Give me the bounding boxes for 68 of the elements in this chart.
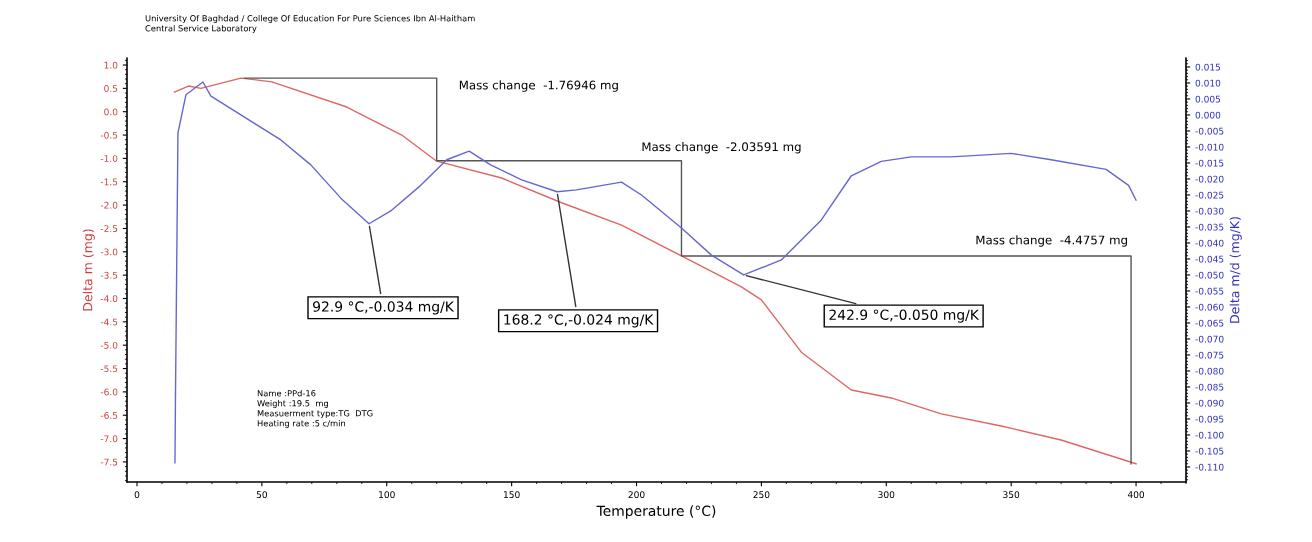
y2-tick-label: -0.045 bbox=[1195, 255, 1224, 263]
y2-tick-label: -0.080 bbox=[1195, 367, 1224, 375]
y-tick-label: 0.0 bbox=[104, 108, 118, 116]
y2-tick-label: -0.065 bbox=[1195, 319, 1224, 327]
annotation: Heating rate :5 c/min bbox=[257, 419, 346, 429]
chart-subtitle: Central Service Laboratory bbox=[145, 24, 257, 34]
y2-tick-label: 0.005 bbox=[1195, 95, 1221, 103]
x-tick-label: 200 bbox=[628, 491, 645, 499]
y2-tick-label: -0.015 bbox=[1195, 159, 1224, 167]
y-tick-label: -6.0 bbox=[100, 388, 118, 396]
annotation: Measuerment type:TG DTG bbox=[257, 410, 373, 419]
y2-tick-label: -0.020 bbox=[1195, 175, 1224, 183]
y2-tick-label: -0.055 bbox=[1195, 287, 1224, 295]
x-tick-label: 350 bbox=[1003, 491, 1020, 499]
y2-tick-label: 0.000 bbox=[1195, 111, 1221, 119]
y2-axis-title: Delta m/d (mg/K) bbox=[1229, 217, 1242, 323]
y2-tick-label: -0.085 bbox=[1195, 383, 1224, 391]
x-axis-title: Temperature (°C) bbox=[596, 505, 716, 519]
y-tick-label: -4.0 bbox=[100, 295, 118, 303]
data-label: 92.9 °C,-0.034 mg/K bbox=[313, 301, 455, 315]
y2-tick-label: -0.030 bbox=[1195, 207, 1224, 215]
y-tick-label: -2.5 bbox=[100, 225, 118, 232]
y2-tick-label: 0.015 bbox=[1195, 63, 1221, 71]
data-label: 168.2 °C,-0.024 mg/K bbox=[504, 314, 654, 328]
y2-tick-label: -0.025 bbox=[1195, 191, 1224, 199]
y2-tick-label: -0.005 bbox=[1195, 127, 1224, 135]
y-tick-label: -7.5 bbox=[100, 458, 118, 466]
x-tick-label: 400 bbox=[1127, 491, 1145, 499]
y-tick-label: 1.0 bbox=[104, 61, 118, 69]
y2-tick-label: -0.070 bbox=[1195, 335, 1224, 343]
y2-tick-label: -0.075 bbox=[1195, 351, 1224, 359]
annotation: Mass change -2.03591 mg bbox=[642, 142, 801, 154]
y2-tick-label: -0.040 bbox=[1195, 239, 1224, 247]
y2-tick-label: -0.050 bbox=[1195, 271, 1224, 279]
y-tick-label: -4.5 bbox=[100, 318, 118, 326]
x-tick-label: 150 bbox=[504, 491, 520, 499]
y-tick-label: 0.5 bbox=[104, 85, 118, 92]
annotation: Weight :19.5 mg bbox=[257, 399, 328, 409]
y2-tick-label: -0.110 bbox=[1195, 463, 1224, 471]
y2-tick-label: -0.090 bbox=[1195, 399, 1224, 407]
y2-tick-label: -0.105 bbox=[1195, 447, 1224, 455]
y2-tick-label: -0.100 bbox=[1195, 431, 1224, 439]
y2-tick-label: -0.035 bbox=[1195, 223, 1224, 231]
data-label: 242.9 °C,-0.050 mg/K bbox=[829, 309, 980, 323]
y-tick-label: -2.0 bbox=[100, 201, 118, 209]
annotation: Name :PPd-16 bbox=[257, 389, 316, 397]
x-tick-label: 300 bbox=[878, 491, 895, 499]
y-tick-label: -6.5 bbox=[100, 411, 118, 419]
x-tick-label: 100 bbox=[379, 491, 395, 499]
y2-tick-label: 0.010 bbox=[1195, 79, 1221, 87]
chart-title: University Of Baghdad / College Of Education For Pure Sciences Ibn Al-Haitham bbox=[145, 14, 475, 24]
y-tick-label: -0.5 bbox=[100, 131, 118, 139]
y2-tick-label: -0.010 bbox=[1195, 143, 1224, 151]
y-tick-label: -5.0 bbox=[100, 341, 118, 349]
y-axis-title: Delta m (mg) bbox=[82, 229, 95, 311]
x-tick-label: 50 bbox=[256, 491, 268, 499]
y2-tick-label: -0.095 bbox=[1195, 415, 1224, 423]
y-tick-label: -3.5 bbox=[100, 271, 118, 279]
annotation: Mass change -4.4757 mg bbox=[976, 235, 1127, 247]
y-tick-label: -1.5 bbox=[100, 178, 118, 186]
x-tick-label: 0 bbox=[134, 491, 140, 499]
y-tick-label: -7.0 bbox=[100, 435, 118, 443]
y-tick-label: -5.5 bbox=[100, 365, 118, 373]
y-tick-label: -3.0 bbox=[100, 248, 118, 256]
y2-tick-label: -0.060 bbox=[1195, 303, 1224, 311]
annotation: Mass change -1.76946 mg bbox=[459, 80, 618, 92]
x-tick-label: 250 bbox=[753, 491, 770, 499]
y-tick-label: -1.0 bbox=[100, 155, 118, 162]
